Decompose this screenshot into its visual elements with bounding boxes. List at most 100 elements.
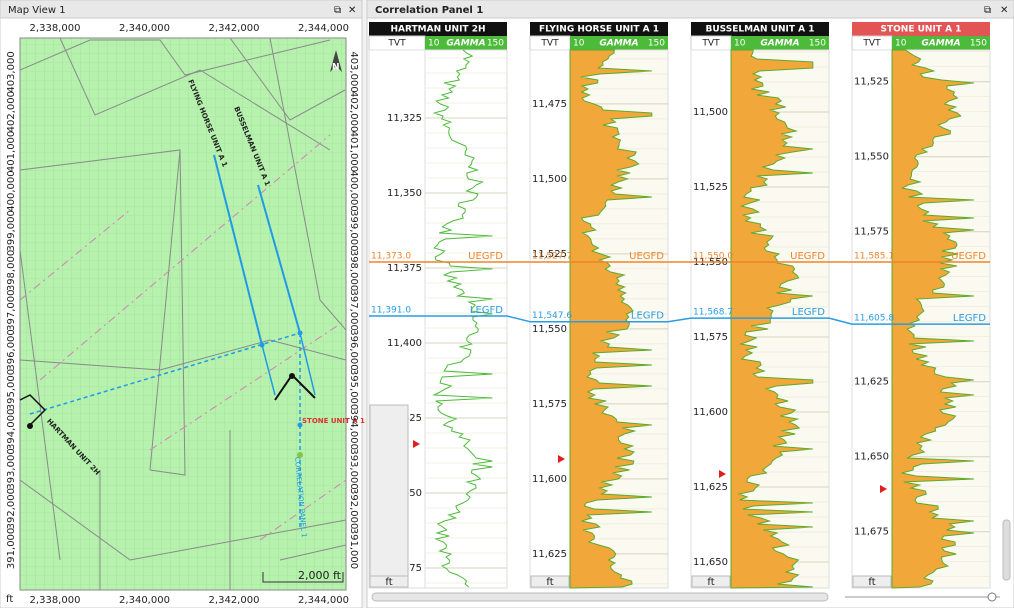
units-label: ft: [707, 577, 714, 588]
depth-tick-label: 11,625: [854, 377, 889, 388]
scroll-box[interactable]: [369, 404, 409, 584]
curve-header: [570, 36, 668, 50]
y-tick-label: 393,000: [348, 448, 359, 489]
track-header: [530, 22, 668, 36]
curve-max: 150: [648, 39, 665, 49]
well-track: BUSSELMAN UNIT A 1 TVT 10 GAMMA 150 11,500 11,…: [690, 22, 830, 589]
units-box[interactable]: [369, 575, 409, 588]
top-depth: 11,568.7: [693, 308, 733, 318]
well-track: FLYING HORSE UNIT A 1 TVT 10 GAMMA 150 11,475…: [529, 22, 669, 589]
curve-min: 10: [895, 39, 907, 49]
y-tick-label: 403,000: [348, 51, 359, 92]
curve-name: GAMMA: [599, 39, 638, 49]
y-tick-label: 394,000: [348, 409, 359, 450]
top-name: UEGFD: [629, 251, 664, 262]
units-box[interactable]: [530, 575, 570, 588]
top-name: UEGFD: [951, 251, 986, 262]
track-name: BUSSELMAN UNIT A 1: [705, 25, 814, 35]
units-box[interactable]: [852, 575, 892, 588]
curve-min: 10: [428, 39, 440, 49]
top-name: LEGFD: [792, 307, 825, 318]
track-header: [369, 22, 507, 36]
curve-max: 150: [487, 39, 504, 49]
depth-label: TVT: [862, 39, 881, 49]
depth-tick-label: 11,525: [693, 182, 728, 193]
zoom-handle[interactable]: [987, 592, 997, 602]
curve-min: 10: [573, 39, 585, 49]
x-tick-label: 2,338,000: [30, 23, 81, 34]
top-name: LEGFD: [953, 313, 986, 324]
close-button[interactable]: ✕: [1000, 5, 1008, 16]
top-connector: [667, 317, 692, 323]
depth-tick-label: 11,625: [693, 482, 728, 493]
curve-name: GAMMA: [446, 39, 485, 49]
y-tick-label: 391,000: [348, 528, 359, 569]
track-header: [691, 22, 829, 36]
well-track: HARTMAN UNIT 2H TVT 10 GAMMA 150 11,325 11,350…: [368, 22, 508, 589]
y-tick-label: 399,000: [348, 210, 359, 251]
depth-tick-label: 11,500: [693, 107, 728, 118]
y-tick-label: 396,000: [6, 329, 17, 370]
depth-tick-label: 11,350: [387, 188, 422, 199]
y-tick-label: 398,000: [6, 250, 17, 291]
y-tick-label: 396,000: [348, 329, 359, 370]
depth-tick-label: 11,550: [854, 152, 889, 163]
y-tick-label: 392,000: [348, 488, 359, 529]
top-depth: 11,585.1: [854, 252, 894, 262]
depth-column: [529, 49, 571, 589]
restore-button[interactable]: ⧉: [984, 5, 991, 16]
wells: [19, 154, 316, 530]
curve-name: GAMMA: [921, 39, 960, 49]
y-tick-label: 400,000: [348, 170, 359, 211]
marker: [880, 485, 887, 493]
x-tick-label: 2,340,000: [119, 23, 170, 34]
top-name: UEGFD: [468, 251, 503, 262]
top-depth: 11,391.0: [371, 306, 411, 316]
y-tick-label: 393,000: [6, 448, 17, 489]
h-scrollbar[interactable]: [371, 592, 829, 602]
marker: [558, 455, 565, 463]
restore-button[interactable]: ⧉: [334, 5, 341, 16]
y-tick-label: 399,000: [6, 210, 17, 251]
units-box[interactable]: [691, 575, 731, 588]
north-label: N: [332, 63, 340, 73]
map-area[interactable]: [19, 37, 347, 591]
lease-lines: [20, 38, 346, 590]
v-scrollbar[interactable]: [1002, 519, 1011, 581]
track-name: FLYING HORSE UNIT A 1: [539, 25, 659, 35]
depth-tick-label: 11,650: [693, 557, 728, 568]
top-connector: [506, 315, 531, 323]
y-tick-label: 392,000: [6, 488, 17, 529]
depth-tick-label: 11,575: [532, 399, 567, 410]
depth-column: [690, 49, 732, 589]
curve-header: [425, 36, 507, 50]
y-tick-label: 398,000: [348, 250, 359, 291]
close-button[interactable]: ✕: [348, 5, 356, 16]
top-depth: 11,527.7: [532, 252, 572, 262]
x-tick-label: 2,344,000: [298, 595, 349, 606]
depth-tick-label: 11,600: [693, 407, 728, 418]
depth-tick-label: 11,575: [854, 227, 889, 238]
gamma-curve: [891, 49, 974, 589]
depth-tick-label: 11,475: [532, 99, 567, 110]
curve-header: [892, 36, 990, 50]
curve-max: 150: [970, 39, 987, 49]
x-tick-label: 2,342,000: [209, 23, 260, 34]
top-connector: [828, 317, 853, 325]
depth-tick-label: 11,525: [854, 77, 889, 88]
depth-tick-label: 11,375: [387, 263, 422, 274]
y-tick-label: 395,000: [348, 369, 359, 410]
curve-name: GAMMA: [760, 39, 799, 49]
top-depth: 11,550.0: [693, 252, 733, 262]
gamma-curve: [432, 49, 493, 588]
gamma-curve: [569, 49, 653, 589]
y-tick-label: 394,000: [6, 409, 17, 450]
y-tick-label: 401,000: [348, 131, 359, 172]
north-arrow: [330, 50, 342, 72]
well-label: STONE UNIT A 1: [302, 417, 365, 425]
curve-area: [424, 49, 508, 589]
x-tick-label: 2,344,000: [298, 23, 349, 34]
depth-tick-label: 11,650: [854, 452, 889, 463]
depth-tick-label: 11,325: [387, 113, 422, 124]
